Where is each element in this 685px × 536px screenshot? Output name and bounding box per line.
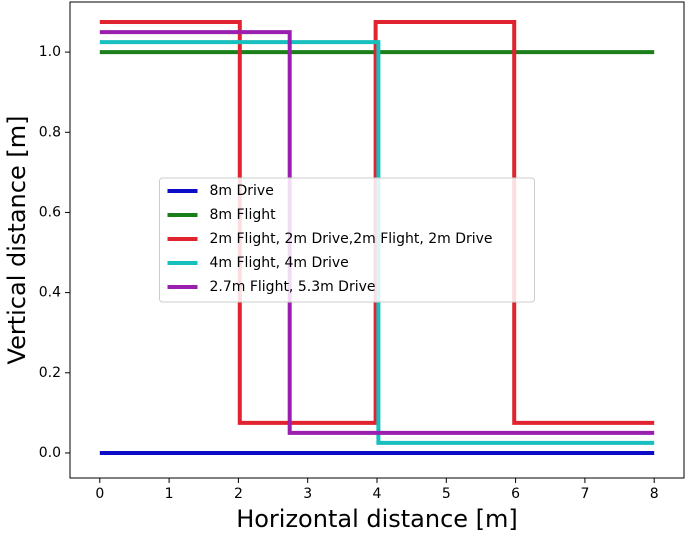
x-tick-label: 6 <box>511 486 520 502</box>
y-tick-label: 1.0 <box>39 44 61 60</box>
y-tick-label: 0.2 <box>39 365 61 381</box>
plot-frame <box>69 1 685 479</box>
legend-label: 8m Flight <box>210 207 277 223</box>
x-tick-label: 3 <box>303 486 312 502</box>
legend-label: 8m Drive <box>210 183 274 199</box>
x-tick-label: 4 <box>373 486 382 502</box>
y-tick-label: 0.8 <box>39 124 61 140</box>
x-tick-label: 8 <box>650 486 659 502</box>
y-tick-label: 0.4 <box>39 285 61 301</box>
x-tick-label: 2 <box>234 486 243 502</box>
legend-label: 4m Flight, 4m Drive <box>210 255 349 271</box>
x-tick-label: 1 <box>165 486 174 502</box>
legend-box <box>159 177 535 303</box>
y-axis-label: Vertical distance [m] <box>3 116 31 365</box>
y-tick-label: 0.6 <box>39 204 61 220</box>
legend-label: 2.7m Flight, 5.3m Drive <box>210 279 376 295</box>
y-tick-label: 0.0 <box>39 445 61 461</box>
x-axis-label: Horizontal distance [m] <box>236 505 518 533</box>
x-tick-label: 5 <box>442 486 451 502</box>
x-tick-label: 7 <box>580 486 589 502</box>
legend-label: 2m Flight, 2m Drive,2m Flight, 2m Drive <box>210 231 493 247</box>
x-tick-label: 0 <box>95 486 104 502</box>
